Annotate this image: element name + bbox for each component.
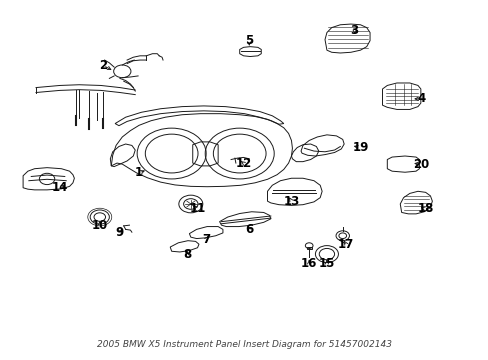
Text: 13: 13: [283, 195, 299, 208]
Text: 18: 18: [417, 202, 433, 215]
Text: 5: 5: [244, 34, 253, 47]
Text: 2: 2: [99, 59, 107, 72]
Text: 16: 16: [301, 257, 317, 270]
Text: 3: 3: [350, 23, 358, 37]
Text: 1: 1: [135, 166, 143, 179]
Text: 7: 7: [202, 233, 210, 246]
Text: 8: 8: [183, 248, 191, 261]
Text: 19: 19: [351, 141, 368, 154]
Text: 9: 9: [116, 226, 124, 239]
Text: 2005 BMW X5 Instrument Panel Insert Diagram for 51457002143: 2005 BMW X5 Instrument Panel Insert Diag…: [97, 339, 391, 348]
Text: 15: 15: [318, 257, 334, 270]
Text: 14: 14: [52, 181, 68, 194]
Text: 6: 6: [244, 223, 253, 236]
Text: 20: 20: [412, 158, 428, 171]
Text: 17: 17: [337, 238, 353, 251]
Text: 4: 4: [417, 93, 425, 105]
Text: 11: 11: [189, 202, 205, 215]
Text: 10: 10: [91, 219, 108, 231]
Text: 12: 12: [235, 157, 251, 170]
